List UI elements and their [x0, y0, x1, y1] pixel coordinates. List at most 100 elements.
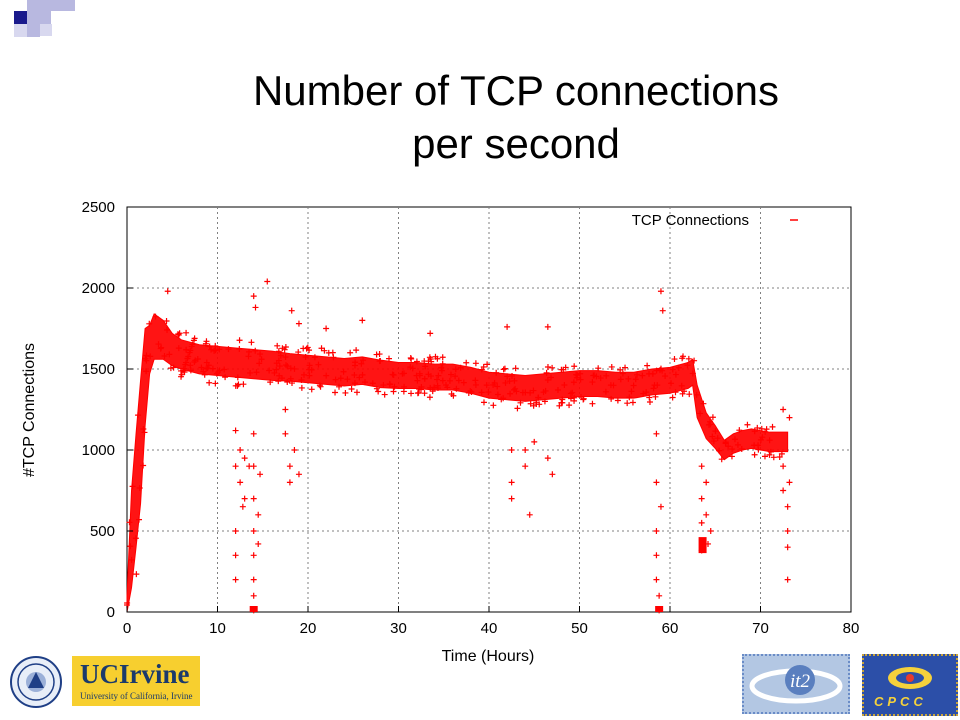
data-point: [652, 393, 659, 400]
data-point: [507, 390, 514, 397]
data-point: [484, 361, 491, 368]
data-point: [751, 451, 758, 458]
data-point: [679, 355, 686, 362]
data-point: [161, 353, 168, 360]
data-point: [201, 371, 208, 378]
data-point: [183, 329, 190, 336]
data-point: [232, 576, 239, 583]
data-point: [506, 378, 513, 385]
data-point: [275, 348, 282, 355]
data-point: [264, 278, 271, 285]
data-point: [413, 358, 420, 365]
data-point: [678, 382, 685, 389]
legend-label: TCP Connections: [632, 212, 749, 229]
data-point: [657, 503, 664, 510]
data-point: [332, 389, 339, 396]
data-point: [595, 365, 602, 372]
data-point: [369, 380, 376, 387]
data-point: [250, 576, 257, 583]
data-point: [234, 374, 241, 381]
data-point: [250, 430, 257, 437]
data-point: [602, 388, 609, 395]
cpcc-logo-graphic: [888, 667, 932, 689]
data-point: [282, 406, 289, 413]
data-point: [126, 519, 133, 526]
data-point: [689, 370, 696, 377]
uc-irvine-logo: UCIrvine University of California, Irvin…: [72, 656, 200, 706]
data-point: [628, 388, 635, 395]
data-point: [657, 288, 664, 295]
data-point: [304, 344, 311, 351]
data-point: [759, 434, 766, 441]
data-point: [512, 385, 519, 392]
data-point: [191, 335, 198, 342]
x-tick-label: 40: [481, 620, 498, 637]
data-point: [336, 383, 343, 390]
data-point: [619, 370, 626, 377]
data-point: [608, 363, 615, 370]
data-point: [455, 377, 462, 384]
data-point: [639, 372, 646, 379]
data-point: [770, 454, 777, 461]
data-point: [308, 386, 315, 393]
data-point: [142, 355, 149, 362]
data-point: [653, 528, 660, 534]
data-point: [622, 364, 629, 371]
data-point: [282, 354, 289, 361]
data-point: [287, 365, 294, 372]
data-point: [316, 382, 323, 389]
data-point: [714, 435, 721, 442]
data-point: [416, 386, 423, 393]
data-point: [344, 376, 351, 383]
data-point: [386, 381, 393, 388]
data-point: [784, 576, 791, 583]
data-point: [380, 382, 387, 389]
data-point: [136, 484, 143, 491]
data-point: [132, 535, 139, 542]
data-point: [232, 463, 239, 470]
data-point: [143, 368, 150, 375]
data-point: [212, 380, 219, 387]
data-point: [250, 463, 257, 470]
data-point: [203, 365, 210, 372]
data-point: [480, 363, 487, 370]
data-point: [187, 367, 194, 374]
data-point: [250, 592, 257, 599]
data-point: [780, 406, 787, 413]
data-point: [234, 382, 241, 389]
slide-title: Number of TCP connections per second: [0, 64, 960, 170]
data-point: [731, 436, 738, 443]
data-point: [178, 371, 185, 378]
data-point: [614, 397, 621, 404]
data-point: [698, 463, 705, 470]
data-point: [527, 400, 534, 407]
data-point: [391, 383, 398, 390]
data-point: [237, 479, 244, 486]
data-point: [446, 377, 453, 384]
data-point: [147, 353, 154, 360]
data-point: [653, 576, 660, 583]
data-point: [763, 426, 770, 433]
data-point: [480, 399, 487, 406]
data-point: [736, 427, 743, 434]
data-point-cluster: [249, 606, 258, 612]
data-point: [725, 443, 732, 450]
x-tick-label: 20: [300, 620, 317, 637]
data-point: [284, 363, 291, 370]
data-point: [146, 320, 153, 327]
data-point: [567, 395, 574, 402]
data-point: [381, 391, 388, 398]
data-point: [167, 365, 174, 372]
data-point: [250, 293, 257, 300]
data-point: [353, 389, 360, 396]
x-tick-label: 30: [390, 620, 407, 637]
data-point: [353, 347, 360, 354]
data-point: [589, 379, 596, 386]
data-point: [163, 318, 170, 325]
data-point: [549, 471, 556, 478]
data-point: [543, 369, 550, 376]
data-point: [189, 341, 196, 348]
data-point: [544, 455, 551, 462]
slide-title-line-2: per second: [412, 120, 620, 167]
data-point: [257, 351, 264, 358]
